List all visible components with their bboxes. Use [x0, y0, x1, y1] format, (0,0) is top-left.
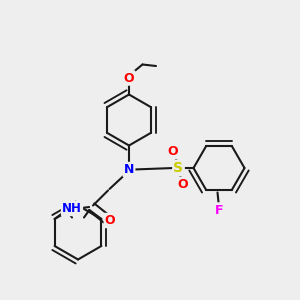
Text: NH: NH: [62, 202, 82, 215]
Text: N: N: [124, 163, 134, 176]
Text: F: F: [215, 203, 223, 217]
Text: S: S: [173, 161, 184, 175]
Text: O: O: [168, 145, 178, 158]
Text: O: O: [105, 214, 116, 227]
Text: O: O: [178, 178, 188, 191]
Text: O: O: [124, 71, 134, 85]
